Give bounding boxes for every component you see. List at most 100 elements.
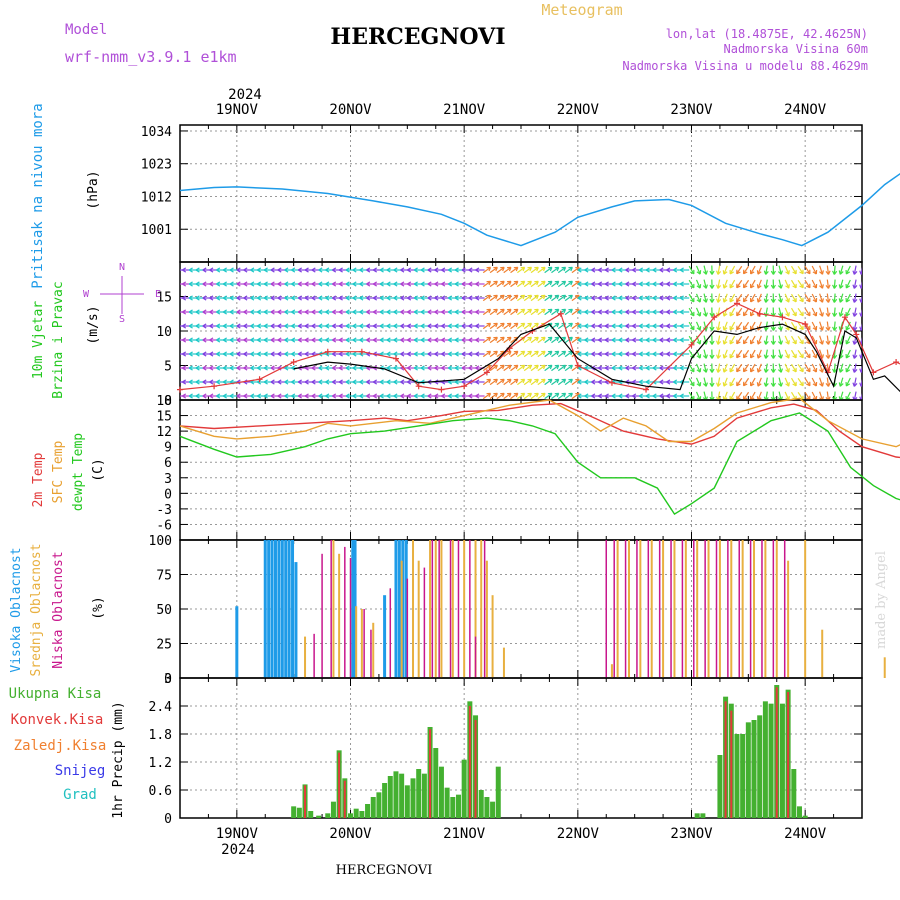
mid-cloud-bar <box>718 540 721 678</box>
wind-arrow-head <box>715 368 722 373</box>
wind-arrow-head <box>799 367 804 373</box>
wind-arrow-head <box>541 336 546 342</box>
wind-arrow-head <box>359 379 364 385</box>
wind-arrow-head <box>243 351 248 357</box>
wind-arrow-head <box>584 267 589 273</box>
wind-arrow-head <box>709 284 715 289</box>
wind-arrow-head <box>386 281 391 287</box>
wind-arrow <box>537 294 546 302</box>
wind-arrow <box>736 363 743 373</box>
bottom-day-label: 19NOV <box>216 826 259 842</box>
total-precip-bar <box>359 811 365 818</box>
wind-arrow-head <box>638 309 643 315</box>
wind-arrow-head <box>304 267 309 273</box>
wind-arrow <box>729 279 736 289</box>
total-precip-bar <box>399 773 405 818</box>
wind-arrow-head <box>434 365 439 371</box>
wind-arrow-head <box>345 281 350 287</box>
wind-arrow <box>853 265 857 275</box>
wind-arrow-head <box>182 309 187 315</box>
wind-arrow <box>530 336 539 344</box>
wind-arrow-head <box>188 295 193 301</box>
wind-arrow-head <box>284 379 289 385</box>
wind-arrow-head <box>372 281 378 287</box>
wind-arrow <box>845 391 851 400</box>
wind-arrow-head <box>222 309 227 315</box>
wind-arrow-head <box>332 379 337 385</box>
wind-arrow-head <box>825 382 831 387</box>
wind-arrow <box>853 279 857 289</box>
wind-arrow-head <box>806 353 811 359</box>
wind-arrow-head <box>311 337 316 343</box>
wind-arrow-head <box>304 351 309 357</box>
wind-arrow-head <box>216 365 221 371</box>
wind-arrow <box>839 377 844 387</box>
wind-arrow-head <box>673 267 678 273</box>
wind-arrow <box>723 321 728 331</box>
wind-arrow-head <box>291 365 296 371</box>
wind-arrow-head <box>379 337 384 343</box>
wind-arrow-head <box>407 267 412 273</box>
wind-arrow-head <box>325 323 330 329</box>
wind-arrow-head <box>270 351 275 357</box>
wind-arrow-head <box>182 267 187 273</box>
wind-arrow-head <box>250 337 255 343</box>
wind-arrow-head <box>195 379 200 385</box>
wind-arrow-head <box>420 281 425 287</box>
y-tick-label: 10 <box>156 325 172 340</box>
total-precip-bar <box>410 778 416 818</box>
wind-arrow-head <box>195 267 200 273</box>
wind-arrow-head <box>729 325 734 331</box>
wind-arrow-head <box>311 365 316 371</box>
wind-arrow-head <box>475 281 480 287</box>
total-precip-bar <box>484 797 490 818</box>
wind-arrow <box>537 392 546 400</box>
mid-cloud-bar <box>639 540 642 678</box>
wind-arrow-head <box>547 378 553 384</box>
wind-arrow-head <box>182 295 187 301</box>
wind-arrow-head <box>311 295 316 301</box>
wind-arrow-head <box>345 323 350 329</box>
wind-arrow-head <box>534 364 539 370</box>
wind-arrow-head <box>468 351 473 357</box>
wind-arrow-head <box>202 393 207 399</box>
wind-arrow-head <box>297 393 302 399</box>
wind-arrow <box>839 363 844 373</box>
wind-arrow <box>564 392 573 400</box>
high-cloud-bar <box>294 562 298 678</box>
y-tick-label: 25 <box>156 638 172 653</box>
wind-arrow-head <box>729 339 734 345</box>
wind-arrow <box>811 349 817 359</box>
wind-arrow <box>853 321 857 331</box>
wind-arrow-head <box>690 269 695 275</box>
wind-arrow-head <box>638 379 643 385</box>
wind-arrow-head <box>520 280 526 286</box>
wind-arrow-head <box>386 379 391 385</box>
wind-arrow-head <box>434 309 439 315</box>
wind-arrow-head <box>386 323 391 329</box>
wind-arrow-head <box>270 365 275 371</box>
wind-arrow <box>695 377 701 387</box>
wind-arrow-head <box>236 365 241 371</box>
wind-arrow-head <box>673 393 678 399</box>
wind-arrow-head <box>722 298 728 303</box>
wind-arrow-head <box>263 309 268 315</box>
wind-arrow-head <box>785 382 790 387</box>
wind-arrow-head <box>568 308 573 314</box>
wind-arrow <box>804 265 811 275</box>
wind-arrow-head <box>506 308 512 314</box>
wind-arrow <box>797 321 804 331</box>
y-tick-label: -3 <box>156 503 172 518</box>
wind-arrow-head <box>645 267 650 273</box>
total-precip-bar <box>316 815 322 818</box>
wind-arrow-head <box>486 336 492 342</box>
wind-arrow <box>811 279 817 289</box>
wind-arrow <box>482 378 491 386</box>
wind-arrow <box>784 349 790 359</box>
wind-arrow-head <box>715 284 722 289</box>
wind-arrow-head <box>454 267 459 273</box>
wind-arrow-head <box>806 311 811 317</box>
wind-arrow-head <box>468 309 473 315</box>
wind-gust-marker <box>324 348 331 355</box>
